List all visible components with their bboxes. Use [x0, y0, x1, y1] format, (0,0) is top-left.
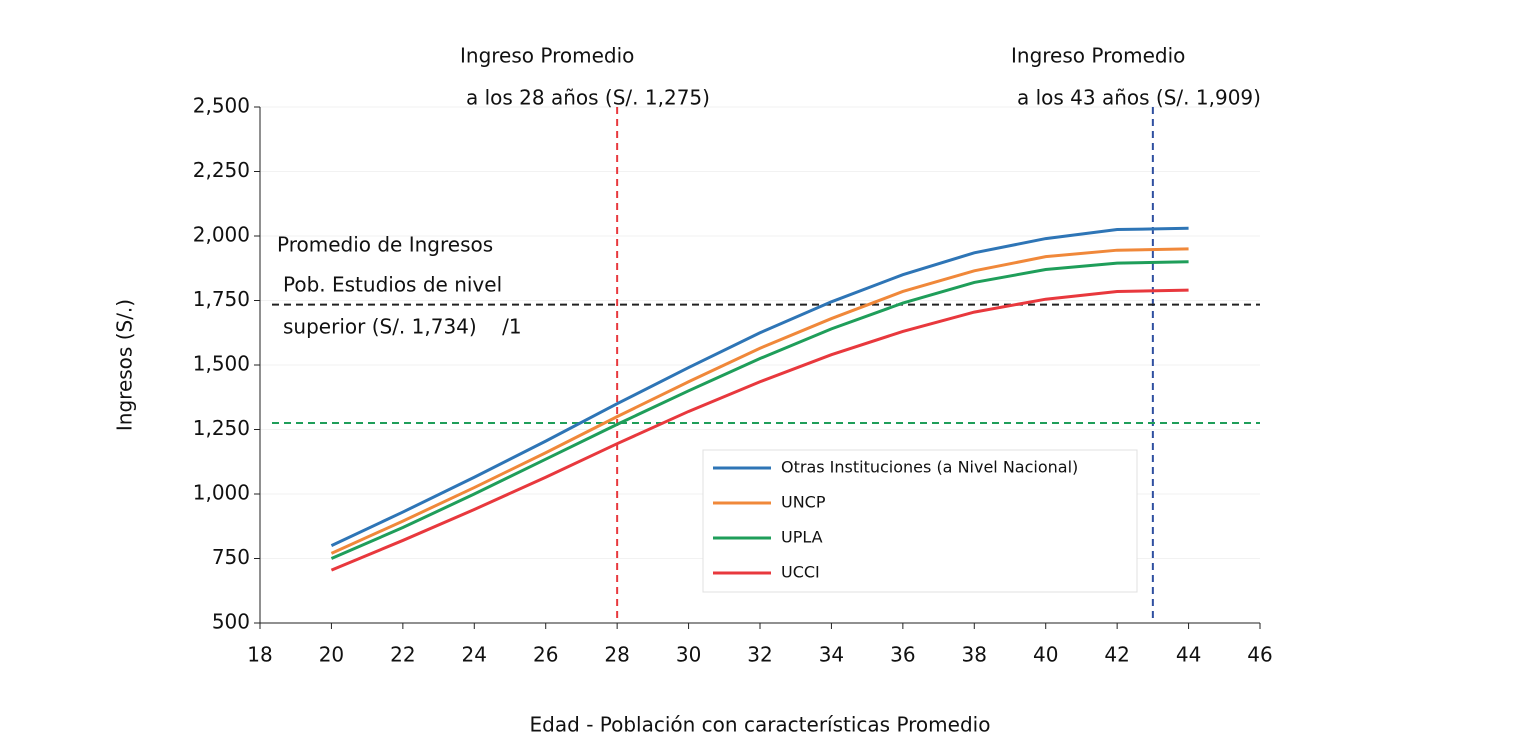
series-line — [330, 226, 1189, 547]
y-tick-label: 750 — [212, 545, 250, 569]
x-tick-label: 22 — [390, 643, 415, 667]
annotation: a los 43 años (S/. 1,909) — [1017, 86, 1261, 110]
y-tick-label: 1,500 — [193, 352, 250, 376]
x-tick-label: 28 — [604, 643, 629, 667]
legend-box — [702, 449, 1138, 593]
legend-label: UCCI — [781, 563, 820, 582]
y-tick-label: 1,750 — [193, 287, 250, 311]
x-tick-label: 20 — [319, 643, 344, 667]
legend-label: Otras Instituciones (a Nivel Nacional) — [781, 458, 1078, 477]
series-line — [330, 288, 1189, 572]
y-tick-label: 2,000 — [193, 223, 250, 247]
legend: Otras Instituciones (a Nivel Nacional) UN… — [702, 449, 1138, 593]
annotation: Promedio de Ingresos — [277, 233, 493, 257]
x-tick-label: 34 — [819, 643, 844, 667]
y-tick-label: 1,250 — [193, 416, 250, 440]
annotation: Ingreso Promedio — [460, 44, 634, 68]
y-tick-label: 2,500 — [193, 94, 250, 118]
x-tick-label: 24 — [462, 643, 487, 667]
annotation: a los 28 años (S/. 1,275) — [466, 86, 710, 110]
legend-label: UNCP — [781, 493, 826, 512]
x-axis-label: Edad - Población con características Pro… — [530, 713, 991, 737]
x-tick-label: 32 — [747, 643, 772, 667]
y-tick-label: 1,000 — [193, 481, 250, 505]
x-tick-label: 38 — [962, 643, 987, 667]
x-tick-label: 44 — [1176, 643, 1201, 667]
y-tick-label: 2,250 — [193, 158, 250, 182]
y-tick-label: 500 — [212, 610, 250, 634]
x-tick-label: 46 — [1247, 643, 1272, 667]
x-tick-label: 18 — [247, 643, 272, 667]
x-tick-label: 42 — [1104, 643, 1129, 667]
legend-label: UPLA — [781, 528, 823, 547]
y-axis-label: Ingresos (S/.) — [113, 299, 137, 431]
annotation: Pob. Estudios de nivel — [283, 273, 502, 297]
annotation: Ingreso Promedio — [1011, 44, 1185, 68]
x-tick-label: 40 — [1033, 643, 1058, 667]
annotation: superior (S/. 1,734) /1 — [283, 315, 522, 339]
x-tick-label: 30 — [676, 643, 701, 667]
x-tick-label: 26 — [533, 643, 558, 667]
series-line — [330, 260, 1189, 560]
x-tick-label: 36 — [890, 643, 915, 667]
series-line — [330, 247, 1189, 555]
